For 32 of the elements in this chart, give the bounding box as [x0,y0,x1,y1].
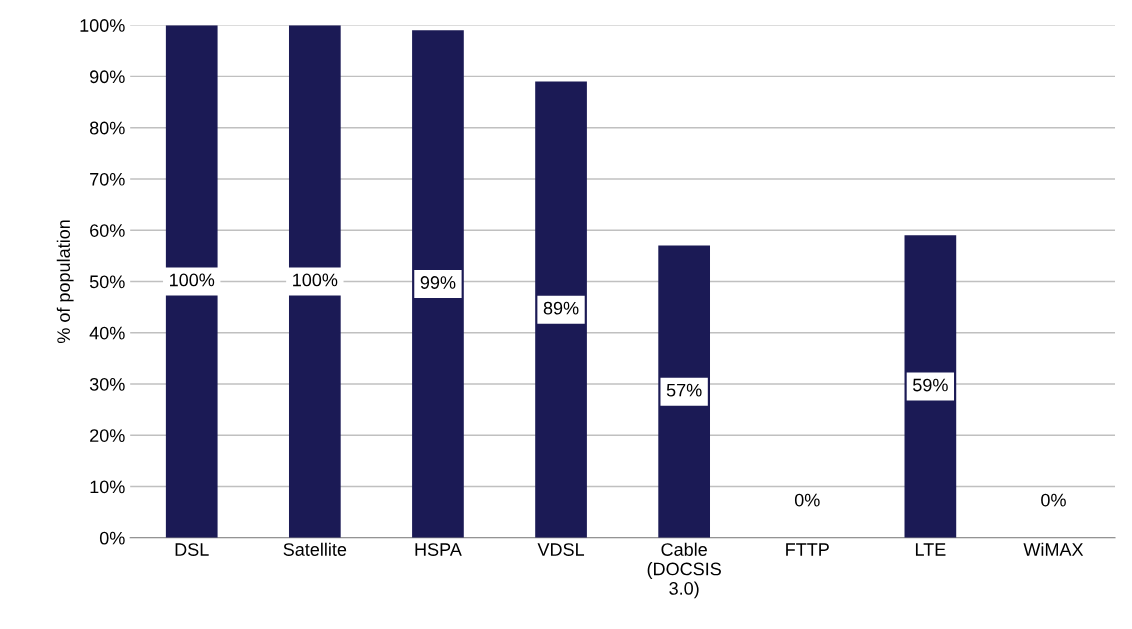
bar [904,235,957,538]
bar [535,81,587,538]
y-tick-label: 40% [89,326,125,340]
y-tick-label: 90% [90,70,125,84]
x-tick-label: WiMAX [1023,542,1084,556]
data-label: 0% [794,493,820,507]
y-tick-label: 100% [80,19,125,32]
y-tick-label: 50% [89,275,125,289]
x-tick-label: LTE [915,543,946,556]
bar [412,30,464,538]
y-tick-label: 10% [90,480,125,494]
data-label: 100% [293,273,338,287]
x-tick-label: Cable (DOCSIS 3.0) [647,542,721,599]
y-tick-label: 30% [89,377,125,391]
data-label: 100% [170,273,215,287]
x-tick-label: Satellite [283,542,347,556]
data-label: 0% [1041,493,1066,507]
y-tick-label: 60% [90,224,125,237]
y-tick-label: 70% [90,172,125,186]
x-tick-label: VDSL [537,543,585,556]
y-tick-label: 20% [90,429,125,442]
x-tick-label: DSL [175,543,209,556]
data-label: 57% [666,383,702,397]
bar [658,245,710,538]
y-tick-label: 0% [99,531,125,545]
x-tick-label: FTTP [786,543,829,556]
y-axis-title: % of population [56,220,74,344]
data-label: 89% [543,301,579,315]
x-tick-label: HSPA [415,543,462,556]
data-label: 99% [420,276,456,289]
y-tick-label: 80% [89,121,125,135]
data-label: 59% [913,378,948,392]
